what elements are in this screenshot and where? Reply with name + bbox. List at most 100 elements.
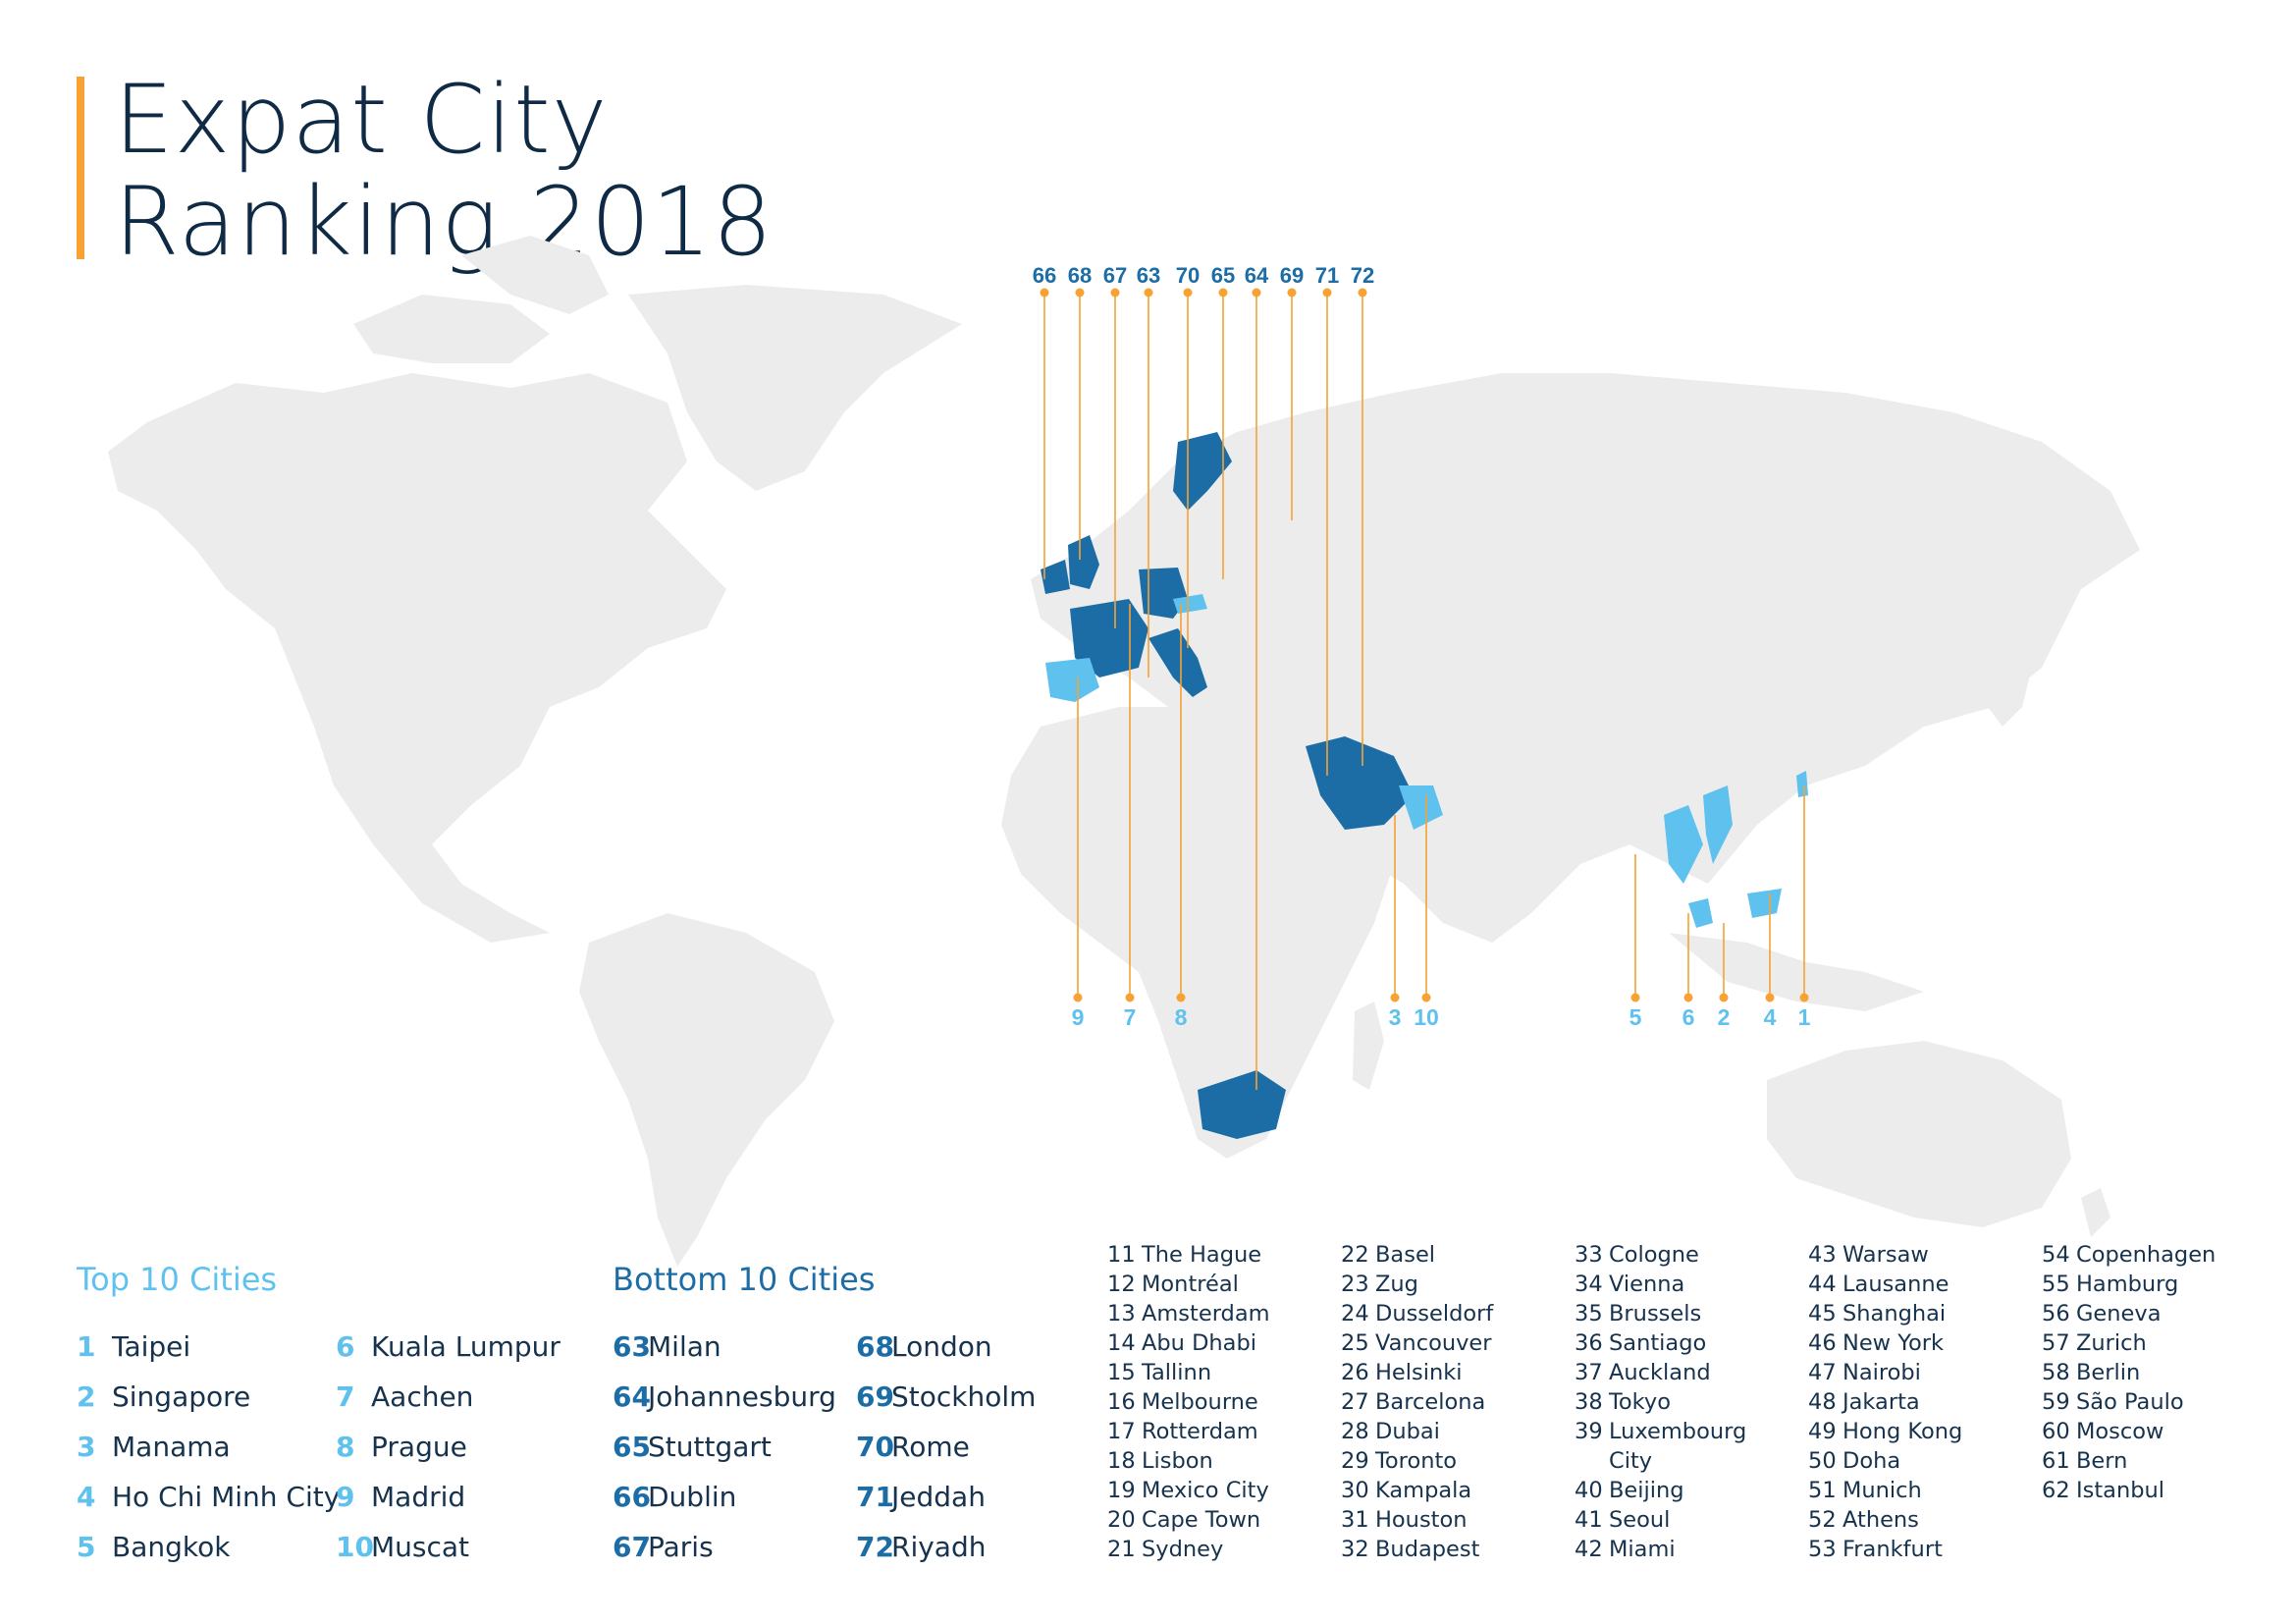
ranking-row: 56 Geneva [2042, 1299, 2216, 1328]
title-line-2: Ranking 2018 [114, 167, 774, 277]
marker-dot [1183, 288, 1193, 298]
marker-dot [1073, 993, 1083, 1002]
top10-item: 2 Singapore [77, 1378, 250, 1417]
ranking-row: 35 Brussels [1575, 1299, 1746, 1328]
bottom-countries [1041, 432, 1414, 1139]
rank-number: 42 [1575, 1537, 1603, 1562]
city-name: Amsterdam [1142, 1301, 1270, 1326]
rank-number: 23 [1341, 1272, 1369, 1297]
city-name: Warsaw [1842, 1242, 1929, 1268]
ranking-row: 24 Dusseldorf [1341, 1299, 1493, 1328]
ranking-row: 25 Vancouver [1341, 1328, 1493, 1358]
marker-label-top: 2 [1718, 1004, 1731, 1030]
city-name: São Paulo [2076, 1389, 2184, 1415]
rank-number: 70 [856, 1431, 894, 1463]
top10-item: 6 Kuala Lumpur [336, 1327, 561, 1367]
ranking-row: 12 Montréal [1107, 1270, 1270, 1299]
marker-dot [1110, 288, 1120, 298]
ranking-row: 45 Shanghai [1808, 1299, 1962, 1328]
ranking-row: 17 Rotterdam [1107, 1417, 1270, 1446]
city-name: Taipei [112, 1330, 191, 1363]
country-oman [1399, 785, 1443, 830]
top10-item: 4 Ho Chi Minh City [77, 1478, 340, 1517]
rank-number: 59 [2042, 1389, 2070, 1415]
marker-dot [1719, 993, 1729, 1002]
ranking-row: 39 Luxembourg [1575, 1417, 1746, 1446]
bottom10-item: 70Rome [856, 1428, 970, 1467]
city-name: Bangkok [112, 1531, 231, 1563]
ranking-row: 26 Helsinki [1341, 1358, 1493, 1387]
marker-dot [1765, 993, 1775, 1002]
rank-number: 5 [77, 1531, 96, 1563]
rank-number: 34 [1575, 1272, 1603, 1297]
ranking-row: 55 Hamburg [2042, 1270, 2216, 1299]
city-name: Moscow [2076, 1419, 2164, 1444]
bottom10-item: 68London [856, 1327, 992, 1367]
marker-label-bottom: 64 [1245, 263, 1269, 288]
bottom10-item: 69Stockholm [856, 1378, 1036, 1417]
city-name: Seoul [1609, 1507, 1671, 1533]
city-name: Berlin [2076, 1360, 2141, 1385]
city-name: Riyadh [891, 1531, 987, 1563]
city-name: Geneva [2076, 1301, 2162, 1326]
ranking-column-4: 43 Warsaw 44 Lausanne 45 Shanghai 46 New Yor… [1808, 1240, 1962, 1564]
rank-number: 3 [77, 1431, 96, 1463]
rank-number: 8 [336, 1431, 355, 1463]
country-thailand [1664, 805, 1703, 884]
rank-number: 38 [1575, 1389, 1603, 1415]
city-name: Vienna [1609, 1272, 1685, 1297]
ranking-row: 20 Cape Town [1107, 1505, 1270, 1535]
city-name: The Hague [1142, 1242, 1262, 1268]
marker-dot [1322, 288, 1332, 298]
ranking-row: 42 Miami [1575, 1535, 1746, 1564]
rank-number: 53 [1808, 1537, 1837, 1562]
marker-dot [1176, 993, 1186, 1002]
ranking-row: 21 Sydney [1107, 1535, 1270, 1564]
marker-dot [1358, 288, 1367, 298]
landmass-canada-arctic [353, 295, 550, 363]
city-name: Rome [891, 1431, 970, 1463]
top10-item: 1 Taipei [77, 1327, 190, 1367]
city-name: Ho Chi Minh City [112, 1481, 341, 1513]
city-name: Zug [1375, 1272, 1418, 1297]
marker-label-bottom: 68 [1068, 263, 1092, 288]
city-name: Dublin [648, 1481, 737, 1513]
ranking-row: 50 Doha [1808, 1446, 1962, 1476]
city-name: Budapest [1375, 1537, 1480, 1562]
marker-dot [1683, 993, 1693, 1002]
ranking-row: 16 Melbourne [1107, 1387, 1270, 1417]
country-saudi-arabia [1306, 736, 1414, 830]
marker-dot [1287, 288, 1297, 298]
marker-label-top: 1 [1798, 1004, 1811, 1030]
rank-number: 44 [1808, 1272, 1837, 1297]
city-name: Rotterdam [1142, 1419, 1258, 1444]
city-name: Dusseldorf [1375, 1301, 1494, 1326]
marker-dot [1040, 288, 1049, 298]
marker-label-top: 8 [1175, 1004, 1188, 1030]
city-name: Abu Dhabi [1142, 1330, 1256, 1356]
rank-number: 43 [1808, 1242, 1837, 1268]
city-name: Tallinn [1142, 1360, 1212, 1385]
marker-label-top: 4 [1764, 1004, 1777, 1030]
ranking-row: 31 Houston [1341, 1505, 1493, 1535]
marker-dots [1040, 288, 1809, 1002]
rank-number: 30 [1341, 1478, 1369, 1503]
ranking-row: 30 Kampala [1341, 1476, 1493, 1505]
city-name: Athens [1842, 1507, 1919, 1533]
rank-number: 28 [1341, 1419, 1369, 1444]
city-name: Milan [648, 1330, 721, 1363]
city-name: Lausanne [1842, 1272, 1949, 1297]
marker-label-top: 9 [1072, 1004, 1085, 1030]
city-name: Zurich [2076, 1330, 2147, 1356]
rank-number: 39 [1575, 1419, 1603, 1444]
rank-number: 31 [1341, 1507, 1369, 1533]
city-name: Istanbul [2076, 1478, 2165, 1503]
rank-number: 32 [1341, 1537, 1369, 1562]
marker-label-bottom: 66 [1033, 263, 1056, 288]
city-name: Singapore [112, 1380, 251, 1413]
city-name: Beijing [1609, 1478, 1684, 1503]
country-uk [1068, 535, 1099, 589]
rank-number: 62 [2042, 1478, 2070, 1503]
marker-dot [1421, 993, 1431, 1002]
page-title: Expat City Ranking 2018 [114, 69, 774, 273]
